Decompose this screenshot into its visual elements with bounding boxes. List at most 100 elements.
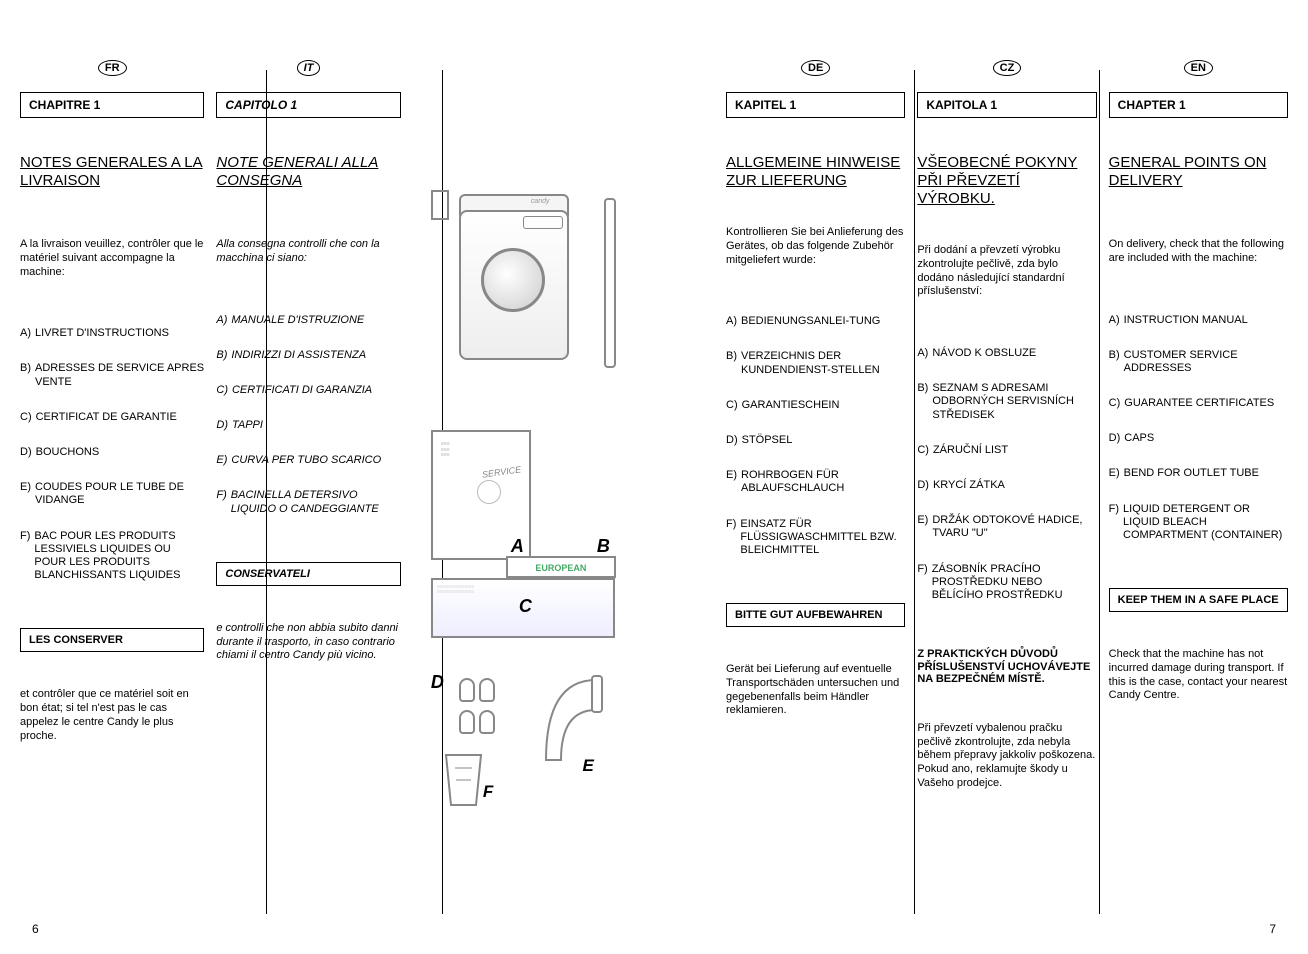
list-item: A)NÁVOD K OBSLUZE (917, 347, 1096, 360)
service-icon (477, 480, 501, 504)
keep-box: KEEP THEM IN A SAFE PLACE (1109, 588, 1288, 612)
manual-icon (431, 190, 449, 220)
list-item: B)VERZEICHNIS DER KUNDENDIENST-STELLEN (726, 350, 905, 376)
chapter-title: CAPITOLO 1 (216, 92, 400, 118)
lang-badge-it: IT (297, 60, 321, 76)
keep-box: BITTE GUT AUFBEWAHREN (726, 603, 905, 627)
list-item: C)GUARANTEE CERTIFICATES (1109, 397, 1288, 410)
footer-text: Gerät bei Lieferung auf eventuelle Trans… (726, 663, 905, 718)
intro-text: Kontrollieren Sie bei Anlieferung des Ge… (726, 226, 905, 267)
label-a: A (511, 536, 524, 557)
list-item: D)CAPS (1109, 432, 1288, 445)
parts-illustration: D E F (431, 670, 616, 830)
section-heading: NOTE GENERALI ALLA CONSEGNA (216, 154, 400, 190)
cap-icon (479, 678, 495, 702)
column-it: IT CAPITOLO 1 NOTE GENERALI ALLA CONSEGN… (216, 60, 400, 934)
documents-illustration: ≡≡≡≡≡≡≡≡≡ SERVICE EUROPEAN GUARANTEE ≡≡≡… (431, 430, 616, 640)
list-item: E)DRŽÁK ODTOKOVÉ HADICE, TVARU "U" (917, 514, 1096, 540)
chapter-title: KAPITOLA 1 (917, 92, 1096, 118)
page-spread: FR CHAPITRE 1 NOTES GENERALES A LA LIVRA… (0, 0, 1308, 954)
chapter-title: CHAPITRE 1 (20, 92, 204, 118)
keep-text: Z PRAKTICKÝCH DŮVODŮ PŘÍSLUŠENSTVÍ UCHOV… (917, 648, 1096, 686)
list-item: A)MANUALE D'ISTRUZIONE (216, 314, 400, 327)
list-item: D)TAPPI (216, 419, 400, 432)
label-f: F (483, 782, 493, 802)
list-item: D)STÖPSEL (726, 434, 905, 447)
right-page: DE KAPITEL 1 ALLGEMEINE HINWEISE ZUR LIE… (654, 0, 1308, 954)
machine-panel (523, 216, 563, 229)
guarantee-strip: EUROPEAN GUARANTEE (506, 556, 616, 578)
list-item: F)BACINELLA DETERSIVO LIQUIDO O CANDEGGI… (216, 489, 400, 515)
list-item: C)ZÁRUČNÍ LIST (917, 444, 1096, 457)
list-item: B)CUSTOMER SERVICE ADDRESSES (1109, 349, 1288, 375)
spacer (674, 60, 714, 934)
cap-icon (479, 710, 495, 734)
footer-text: e controlli che non abbia subito danni d… (216, 622, 400, 663)
item-list: A)BEDIENUNGSANLEI-TUNG B)VERZEICHNIS DER… (726, 315, 905, 579)
column-divider (1099, 70, 1100, 914)
cap-icon (459, 678, 475, 702)
item-list: A)NÁVOD K OBSLUZE B)SEZNAM S ADRESAMI OD… (917, 347, 1096, 624)
list-item: F)EINSATZ FÜR FLÜSSIGWASCHMITTEL BZW. BL… (726, 518, 905, 558)
list-item: F)LIQUID DETERGENT OR LIQUID BLEACH COMP… (1109, 503, 1288, 543)
item-list: A)INSTRUCTION MANUAL B)CUSTOMER SERVICE … (1109, 314, 1288, 565)
list-item: E)COUDES POUR LE TUBE DE VIDANGE (20, 481, 204, 507)
list-item: D)BOUCHONS (20, 446, 204, 459)
intro-text: On delivery, check that the following ar… (1109, 238, 1288, 266)
brand-label: candy (531, 198, 550, 205)
list-item: E)CURVA PER TUBO SCARICO (216, 454, 400, 467)
list-item: D)KRYCÍ ZÁTKA (917, 479, 1096, 492)
intro-text: Alla consegna controlli che con la macch… (216, 238, 400, 266)
keep-box: CONSERVATELI (216, 562, 400, 586)
list-item: C)CERTIFICAT DE GARANTIE (20, 411, 204, 424)
list-item: F)BAC POUR LES PRODUITS LESSIVIELS LIQUI… (20, 530, 204, 583)
machine-door (481, 248, 545, 312)
list-item: E)ROHRBOGEN FÜR ABLAUFSCHLAUCH (726, 469, 905, 495)
left-page: FR CHAPITRE 1 NOTES GENERALES A LA LIVRA… (0, 0, 654, 954)
footer-text: et contrôler que ce matériel soit en bon… (20, 688, 204, 743)
column-illustrations: candy ≡≡≡≡≡≡≡≡≡ SERVICE EUROPEAN GUARANT… (413, 60, 634, 934)
intro-text: Při dodání a převzetí výrobku zkontroluj… (917, 244, 1096, 299)
column-fr: FR CHAPITRE 1 NOTES GENERALES A LA LIVRA… (20, 60, 204, 934)
pipe-icon (604, 198, 616, 368)
section-heading: NOTES GENERALES A LA LIVRAISON (20, 154, 204, 190)
list-item: A)INSTRUCTION MANUAL (1109, 314, 1288, 327)
section-heading: GENERAL POINTS ON DELIVERY (1109, 154, 1288, 190)
page-number: 6 (32, 922, 39, 936)
page-number: 7 (1269, 922, 1276, 936)
chapter-title: KAPITEL 1 (726, 92, 905, 118)
column-cz: CZ KAPITOLA 1 VŠEOBECNÉ POKYNY PŘI PŘEVZ… (917, 60, 1096, 934)
column-divider (914, 70, 915, 914)
list-item: A)LIVRET D'INSTRUCTIONS (20, 327, 204, 340)
chapter-title: CHAPTER 1 (1109, 92, 1288, 118)
cap-icon (459, 710, 475, 734)
item-list: A)LIVRET D'INSTRUCTIONS B)ADRESSES DE SE… (20, 327, 204, 604)
label-d: D (431, 672, 444, 693)
washing-machine-illustration: candy (431, 180, 616, 400)
section-heading: VŠEOBECNÉ POKYNY PŘI PŘEVZETÍ VÝROBKU. (917, 154, 1096, 208)
footer-text: Při převzetí vybalenou pračku pečlivě zk… (917, 722, 1096, 791)
keep-box: LES CONSERVER (20, 628, 204, 652)
service-text: SERVICE (481, 465, 521, 480)
list-item: E)BEND FOR OUTLET TUBE (1109, 467, 1288, 480)
lang-badge-de: DE (801, 60, 830, 76)
list-item: C)CERTIFICATI DI GARANZIA (216, 384, 400, 397)
list-item: B)SEZNAM S ADRESAMI ODBORNÝCH SERVISNÍCH… (917, 382, 1096, 422)
list-item: B)INDIRIZZI DI ASSISTENZA (216, 349, 400, 362)
list-item: A)BEDIENUNGSANLEI-TUNG (726, 315, 905, 328)
label-b: B (597, 536, 610, 557)
list-item: B)ADRESSES DE SERVICE APRES VENTE (20, 362, 204, 388)
tube-bend-icon (536, 670, 606, 765)
column-de: DE KAPITEL 1 ALLGEMEINE HINWEISE ZUR LIE… (726, 60, 905, 934)
label-c: C (519, 596, 532, 617)
lang-badge-cz: CZ (993, 60, 1022, 76)
column-en: EN CHAPTER 1 GENERAL POINTS ON DELIVERY … (1109, 60, 1288, 934)
footer-text: Check that the machine has not incurred … (1109, 648, 1288, 703)
section-heading: ALLGEMEINE HINWEISE ZUR LIEFERUNG (726, 154, 905, 190)
lang-badge-fr: FR (98, 60, 127, 76)
list-item: C)GARANTIESCHEIN (726, 399, 905, 412)
label-e: E (583, 756, 594, 776)
list-item: F)ZÁSOBNÍK PRACÍHO PROSTŘEDKU NEBO BĚLÍC… (917, 563, 1096, 603)
item-list: A)MANUALE D'ISTRUZIONE B)INDIRIZZI DI AS… (216, 314, 400, 538)
container-icon (441, 750, 486, 808)
